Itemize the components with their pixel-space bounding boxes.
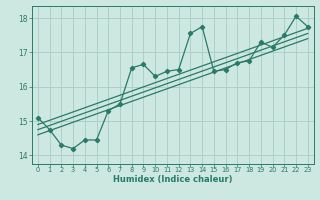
X-axis label: Humidex (Indice chaleur): Humidex (Indice chaleur) [113, 175, 233, 184]
